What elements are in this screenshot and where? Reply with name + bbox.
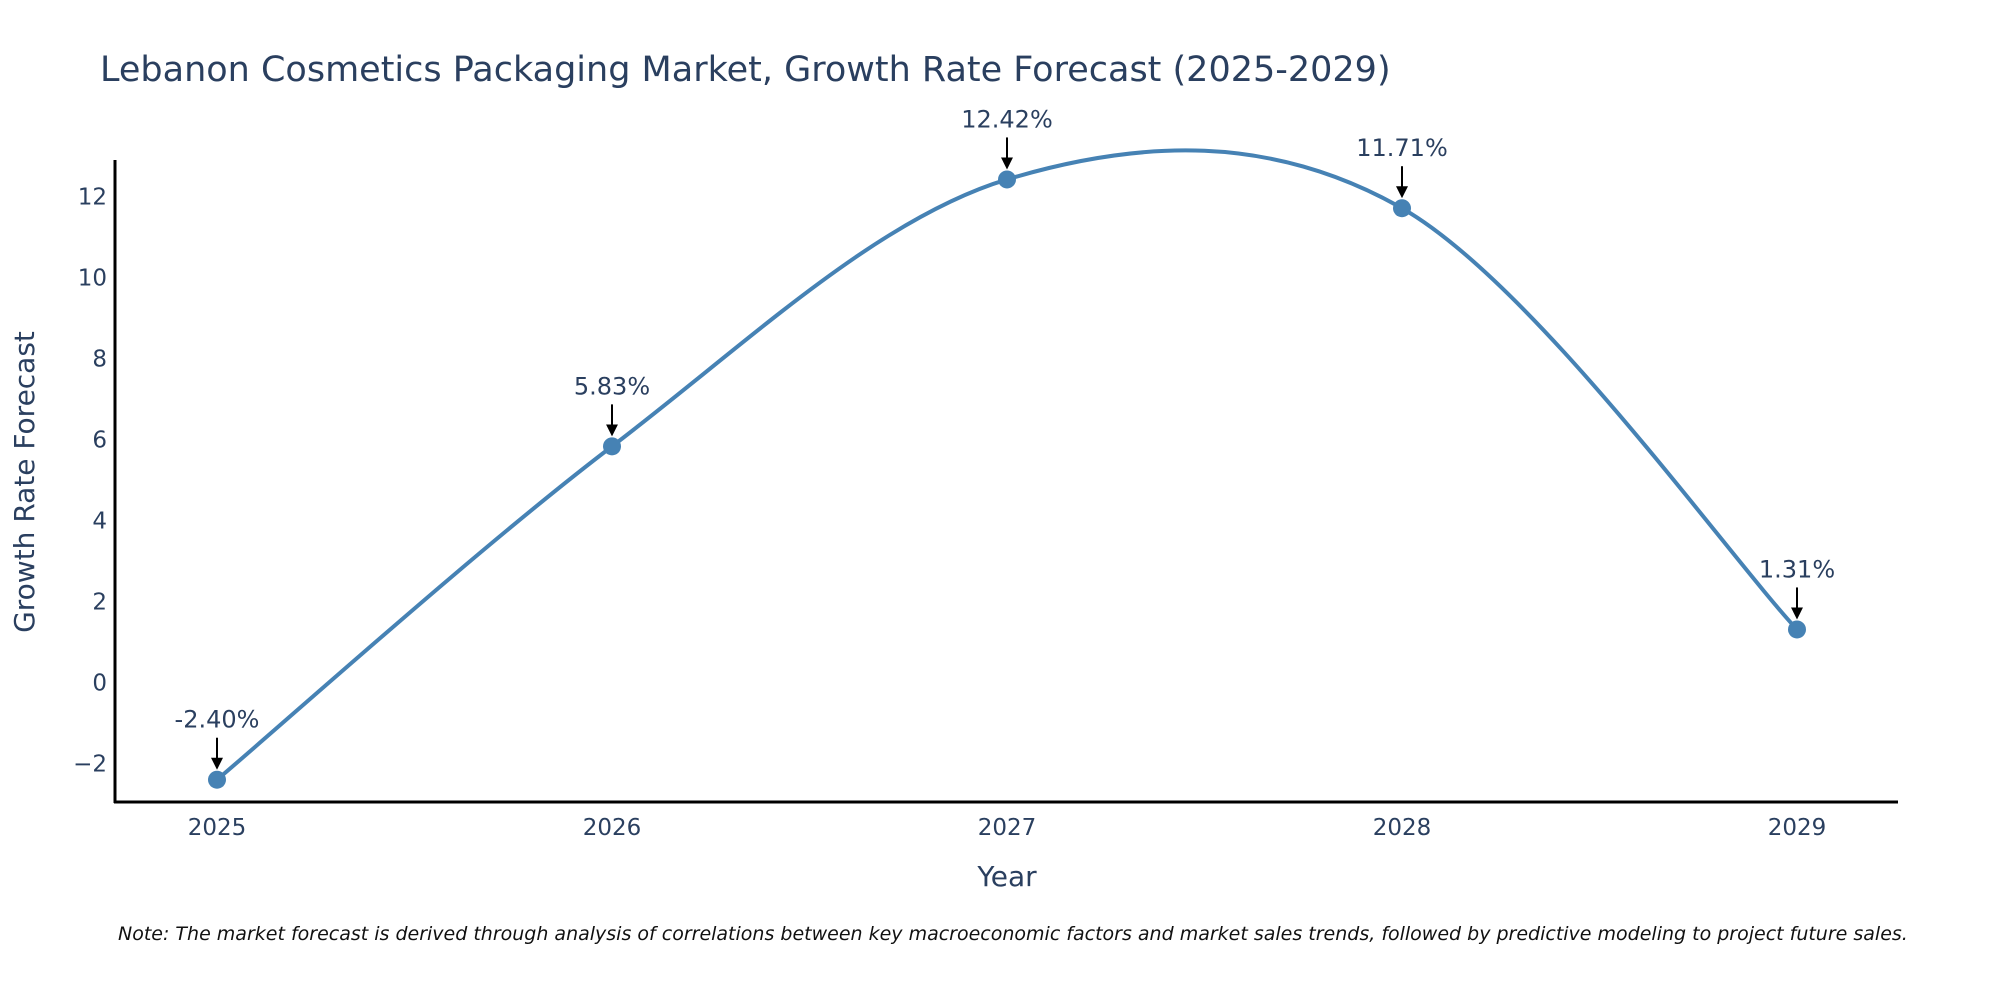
x-tick-label: 2027 (978, 815, 1037, 841)
data-label: 1.31% (1759, 555, 1835, 583)
x-tick-label: 2026 (583, 815, 642, 841)
data-point (1788, 620, 1806, 639)
data-point (208, 770, 226, 789)
y-tick-label: 4 (92, 508, 107, 534)
y-tick-label: 2 (92, 590, 107, 616)
y-tick-label: 10 (78, 265, 107, 291)
chart-title: Lebanon Cosmetics Packaging Market, Grow… (100, 50, 1391, 90)
footnote: Note: The market forecast is derived thr… (118, 923, 1908, 945)
series-line (215, 148, 1799, 782)
data-point (603, 437, 621, 456)
data-label: 5.83% (574, 372, 650, 400)
annotations: -2.40% 5.83% 12.42% 11.71% 1.31% (175, 105, 1835, 770)
x-tick-label: 2029 (1768, 815, 1827, 841)
y-tick-label: 12 (78, 184, 107, 210)
x-tick-label: 2028 (1373, 815, 1432, 841)
y-axis-title: Growth Rate Forecast (8, 331, 41, 633)
axes: −2 0 2 4 6 8 10 12 2025 2026 2027 2028 2029 (73, 160, 1898, 841)
data-label: 11.71% (1356, 134, 1448, 162)
x-tick-label: 2025 (188, 815, 247, 841)
series (208, 148, 1806, 789)
data-label: -2.40% (175, 706, 260, 734)
data-point (998, 170, 1016, 189)
y-tick-label: −2 (73, 752, 107, 778)
y-tick-label: 8 (92, 346, 107, 372)
x-axis-title: Year (976, 860, 1037, 893)
data-label: 12.42% (961, 105, 1053, 133)
data-point (1393, 199, 1411, 218)
y-tick-label: 0 (92, 671, 107, 697)
y-tick-label: 6 (92, 427, 107, 453)
